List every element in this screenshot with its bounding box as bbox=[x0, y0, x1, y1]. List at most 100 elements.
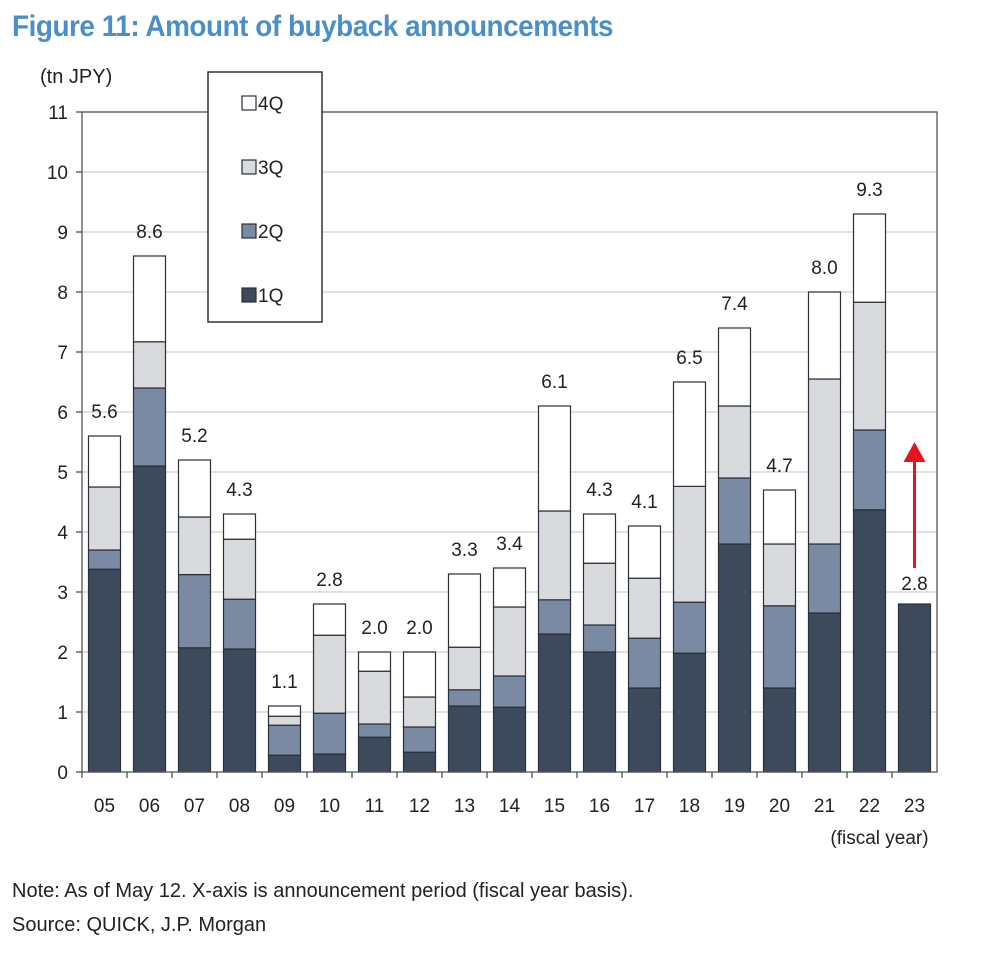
y-tick-label: 11 bbox=[48, 103, 68, 124]
bar-segment-4q-18 bbox=[672, 381, 707, 488]
bar-segment-4q-10 bbox=[312, 603, 347, 636]
y-tick-label: 1 bbox=[57, 703, 68, 724]
bar-segment-4q-15 bbox=[537, 405, 572, 512]
bar-segment-1q-15 bbox=[537, 633, 572, 773]
x-tick-label: 08 bbox=[229, 796, 250, 817]
total-data-label: 4.7 bbox=[766, 456, 792, 477]
bar-segment-4q-22 bbox=[852, 213, 887, 303]
bar-segment-1q-18 bbox=[672, 652, 707, 773]
x-tick-label: 14 bbox=[499, 796, 521, 817]
total-data-label: 2.8 bbox=[901, 574, 927, 595]
bar-segment-1q-17 bbox=[627, 687, 662, 773]
legend-swatch-3q bbox=[241, 159, 257, 175]
bar-segment-4q-20 bbox=[762, 489, 797, 545]
bar-segment-3q-16 bbox=[582, 562, 617, 626]
bar-segment-1q-08 bbox=[222, 648, 257, 773]
growth-arrow-head bbox=[903, 442, 926, 462]
x-tick-label: 11 bbox=[365, 796, 385, 817]
bar-segment-3q-05 bbox=[87, 486, 122, 551]
plot-frame bbox=[81, 111, 938, 773]
legend-box bbox=[207, 71, 323, 323]
bar-segment-4q-13 bbox=[447, 573, 482, 648]
bar-segment-2q-06 bbox=[132, 387, 167, 467]
bar-segment-3q-10 bbox=[312, 634, 347, 714]
total-data-label: 3.4 bbox=[496, 534, 523, 555]
legend-swatch-2q bbox=[241, 223, 257, 239]
legend-swatch-1q bbox=[241, 287, 257, 303]
footnote-source: Source: QUICK, J.P. Morgan bbox=[12, 914, 267, 936]
bar-segment-3q-13 bbox=[447, 646, 482, 691]
bar-segment-4q-17 bbox=[627, 525, 662, 579]
bar-segment-4q-16 bbox=[582, 513, 617, 564]
bar-segment-2q-19 bbox=[717, 477, 752, 545]
total-data-label: 9.3 bbox=[856, 180, 882, 201]
bar-segment-3q-14 bbox=[492, 606, 527, 677]
bar-segment-2q-17 bbox=[627, 637, 662, 689]
total-data-label: 2.0 bbox=[361, 618, 387, 639]
legend-swatch-4q bbox=[241, 95, 257, 111]
bar-segment-2q-22 bbox=[852, 429, 887, 511]
y-tick-label: 2 bbox=[57, 643, 68, 664]
bar-segment-1q-10 bbox=[312, 753, 347, 773]
x-tick-label: 23 bbox=[904, 796, 925, 817]
x-tick-label: 19 bbox=[724, 796, 745, 817]
bar-segment-3q-09 bbox=[267, 715, 302, 726]
bar-segment-1q-09 bbox=[267, 754, 302, 773]
y-tick-label: 7 bbox=[57, 343, 68, 364]
x-tick-label: 07 bbox=[184, 796, 205, 817]
total-data-label: 5.2 bbox=[181, 426, 207, 447]
bar-segment-1q-14 bbox=[492, 706, 527, 773]
bar-segment-3q-07 bbox=[177, 516, 212, 576]
total-data-label: 4.1 bbox=[631, 492, 657, 513]
bar-segment-2q-20 bbox=[762, 605, 797, 689]
bar-segment-3q-18 bbox=[672, 485, 707, 603]
bar-segment-4q-05 bbox=[87, 435, 122, 488]
footnote-note: Note: As of May 12. X-axis is announceme… bbox=[12, 880, 634, 902]
x-tick-label: 20 bbox=[769, 796, 790, 817]
x-tick-label: 18 bbox=[679, 796, 700, 817]
total-data-label: 6.1 bbox=[541, 372, 567, 393]
bar-segment-2q-05 bbox=[87, 549, 122, 570]
bar-segment-1q-16 bbox=[582, 651, 617, 773]
y-tick-label: 4 bbox=[57, 523, 68, 544]
legend: 4Q 3Q 2Q 1Q bbox=[207, 71, 323, 323]
bar-segment-2q-12 bbox=[402, 726, 437, 753]
total-data-label: 4.3 bbox=[226, 480, 252, 501]
y-tick-label: 8 bbox=[57, 283, 68, 304]
bar-segment-2q-18 bbox=[672, 601, 707, 654]
x-tick-label: 16 bbox=[589, 796, 610, 817]
bar-segment-3q-06 bbox=[132, 341, 167, 389]
bar-segment-1q-06 bbox=[132, 465, 167, 773]
data-labels: 5.6 8.6 5.2 4.3 1.1 2.8 2.0 2.0 3.3 3.4 6.1 4.3 4.1 6… bbox=[91, 180, 927, 693]
y-tick-label: 5 bbox=[57, 463, 68, 484]
x-tick-label: 12 bbox=[409, 796, 430, 817]
x-tick-label: 06 bbox=[139, 796, 160, 817]
bar-segment-3q-17 bbox=[627, 577, 662, 639]
x-tick-label: 21 bbox=[814, 796, 835, 817]
x-tick-label: 15 bbox=[544, 796, 565, 817]
bar-segment-1q-21 bbox=[807, 612, 842, 773]
bar-segment-2q-13 bbox=[447, 689, 482, 707]
bar-segment-3q-20 bbox=[762, 543, 797, 607]
x-tick-label: 17 bbox=[634, 796, 655, 817]
bar-segment-4q-06 bbox=[132, 255, 167, 343]
y-axis-unit-label: (tn JPY) bbox=[40, 66, 113, 88]
y-tick-label: 9 bbox=[57, 223, 68, 244]
total-data-label: 8.0 bbox=[811, 258, 837, 279]
bar-segment-3q-19 bbox=[717, 405, 752, 479]
bar-segment-1q-07 bbox=[177, 647, 212, 773]
bar-segment-2q-07 bbox=[177, 573, 212, 649]
bar-segment-2q-09 bbox=[267, 724, 302, 756]
x-tick-label: 05 bbox=[94, 796, 115, 817]
legend-label-2q: 2Q bbox=[258, 222, 283, 243]
bar-segment-3q-08 bbox=[222, 538, 257, 600]
total-data-label: 6.5 bbox=[676, 348, 702, 369]
bar-segment-3q-15 bbox=[537, 510, 572, 601]
bar-segment-2q-16 bbox=[582, 624, 617, 653]
legend-label-1q: 1Q bbox=[258, 286, 283, 307]
total-data-label: 4.3 bbox=[586, 480, 612, 501]
bar-segment-2q-10 bbox=[312, 712, 347, 755]
bar-segment-2q-14 bbox=[492, 675, 527, 708]
